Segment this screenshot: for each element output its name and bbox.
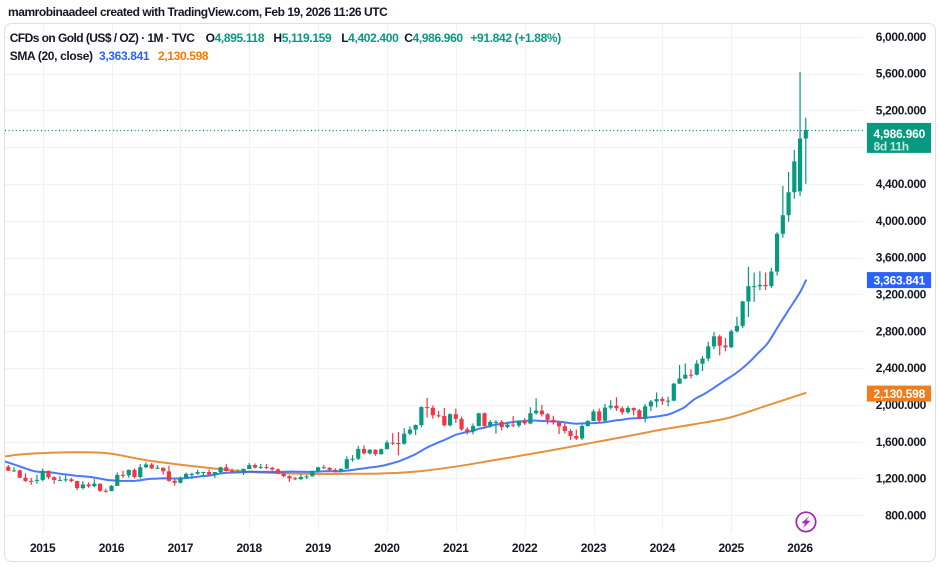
svg-text:3,600.000: 3,600.000 <box>876 251 927 265</box>
svg-text:2017: 2017 <box>168 541 194 555</box>
svg-text:5,200.000: 5,200.000 <box>876 104 927 118</box>
svg-text:2020: 2020 <box>374 541 400 555</box>
svg-text:+91.842 (+1.88%): +91.842 (+1.88%) <box>470 31 561 45</box>
svg-text:8d 11h: 8d 11h <box>874 139 909 153</box>
svg-text:2015: 2015 <box>30 541 56 555</box>
svg-text:1,600.000: 1,600.000 <box>876 435 927 449</box>
svg-text:CFDs on Gold (US$ / OZ) · 1M ·: CFDs on Gold (US$ / OZ) · 1M · TVC <box>10 31 196 45</box>
svg-text:2,130.598: 2,130.598 <box>874 387 926 401</box>
svg-text:4,986.960: 4,986.960 <box>874 127 926 141</box>
svg-text:1,200.000: 1,200.000 <box>876 472 927 486</box>
svg-text:2016: 2016 <box>99 541 125 555</box>
svg-text:2023: 2023 <box>581 541 607 555</box>
svg-text:3,363.841: 3,363.841 <box>874 273 926 287</box>
svg-text:3,363.841: 3,363.841 <box>99 49 150 63</box>
svg-text:6,000.000: 6,000.000 <box>876 30 927 44</box>
svg-text:800.000: 800.000 <box>885 508 927 522</box>
svg-text:L4,402.400: L4,402.400 <box>341 31 399 45</box>
svg-text:O4,895.118: O4,895.118 <box>206 31 265 45</box>
svg-text:2021: 2021 <box>443 541 469 555</box>
svg-text:2026: 2026 <box>787 541 813 555</box>
svg-text:2019: 2019 <box>305 541 331 555</box>
svg-text:H5,119.159: H5,119.159 <box>273 31 332 45</box>
svg-text:2018: 2018 <box>236 541 262 555</box>
svg-text:2025: 2025 <box>718 541 744 555</box>
svg-text:5,600.000: 5,600.000 <box>876 67 927 81</box>
svg-text:3,200.000: 3,200.000 <box>876 288 927 302</box>
svg-text:2024: 2024 <box>650 541 676 555</box>
svg-text:SMA (20, close): SMA (20, close) <box>10 49 93 63</box>
svg-text:2,130.598: 2,130.598 <box>158 49 209 63</box>
svg-text:C4,986.960: C4,986.960 <box>404 31 463 45</box>
svg-text:2022: 2022 <box>512 541 538 555</box>
svg-text:4,400.000: 4,400.000 <box>876 177 927 191</box>
svg-text:2,400.000: 2,400.000 <box>876 361 927 375</box>
svg-text:4,000.000: 4,000.000 <box>876 214 927 228</box>
svg-text:mamrobinaadeel created with Tr: mamrobinaadeel created with TradingView.… <box>8 5 388 19</box>
svg-text:2,800.000: 2,800.000 <box>876 324 927 338</box>
